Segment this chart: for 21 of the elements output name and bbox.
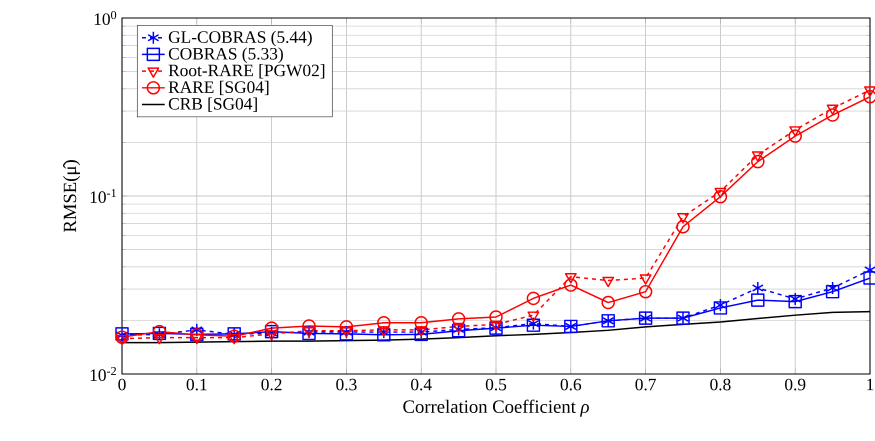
x-tick-label: 0.7 (635, 378, 656, 390)
y-axis-title: RMSE(μ̂) (63, 160, 80, 232)
x-tick-label: 0.6 (560, 378, 582, 390)
y-tick-label: 10$^{-2}$ (90, 366, 116, 381)
legend-label: Root-RARE [PGW02] (168, 64, 324, 78)
x-tick-label: 0.2 (261, 378, 282, 390)
x-axis-title: Correlation Coefficient ρ (403, 400, 589, 417)
legend-label: GL-COBRAS (5.44) (168, 30, 312, 46)
y-tick-label: 10$^{-1}$ (90, 189, 116, 203)
x-tick-label: 0.1 (186, 378, 207, 390)
x-tick-label: 0.9 (785, 378, 806, 390)
x-tick-label: 0.5 (486, 378, 506, 390)
x-tick-label: 1 (867, 378, 874, 390)
legend-label: COBRAS (5.33) (168, 47, 283, 64)
y-tick-label: 10$^{0}$ (94, 10, 116, 26)
legend-label: CRB [SG04] (168, 97, 257, 112)
x-tick-label: 0.8 (710, 378, 731, 390)
legend-label: RARE [SG04] (168, 80, 268, 96)
x-tick-label: 0 (118, 378, 126, 390)
x-tick-label: 0.3 (336, 378, 357, 390)
x-tick-label: 0.4 (411, 378, 432, 390)
